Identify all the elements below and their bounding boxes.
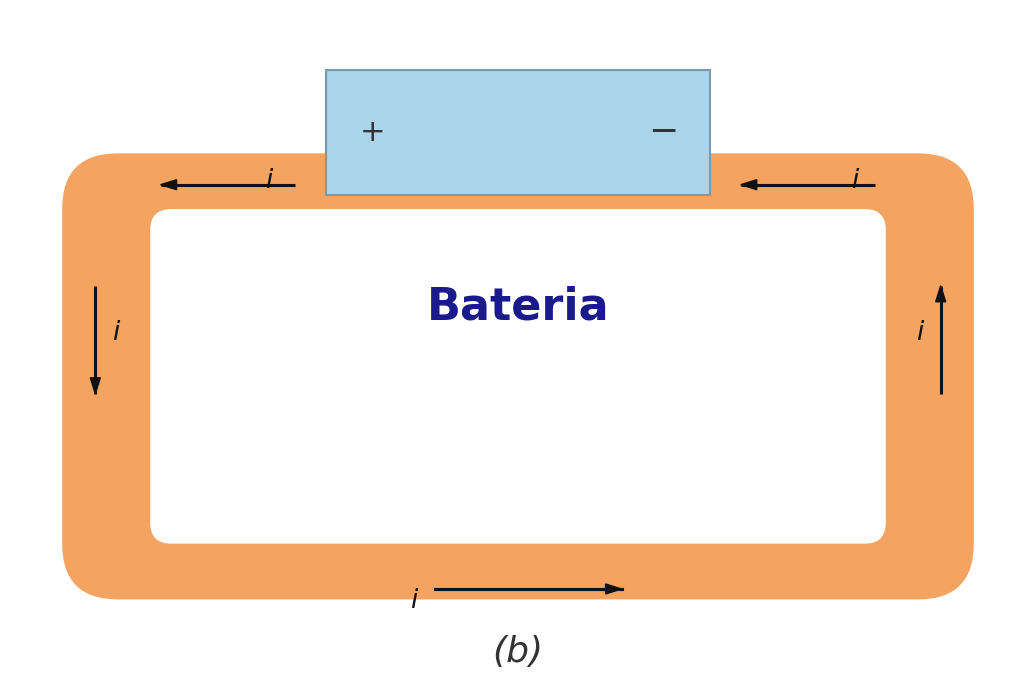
FancyBboxPatch shape	[150, 209, 886, 544]
Text: Bateria: Bateria	[427, 285, 609, 328]
Polygon shape	[741, 180, 756, 190]
Text: $i$: $i$	[112, 320, 121, 346]
Polygon shape	[606, 584, 622, 594]
Text: −: −	[649, 116, 679, 149]
Text: $i$: $i$	[916, 320, 925, 346]
Text: (b): (b)	[492, 635, 544, 668]
Text: $i$: $i$	[265, 168, 275, 194]
FancyBboxPatch shape	[62, 153, 974, 599]
Polygon shape	[161, 180, 176, 190]
Polygon shape	[936, 286, 946, 302]
Text: $i$: $i$	[410, 588, 420, 614]
Polygon shape	[90, 378, 100, 394]
Text: +: +	[359, 118, 385, 147]
Text: $i$: $i$	[851, 168, 860, 194]
Bar	[326, 70, 710, 195]
